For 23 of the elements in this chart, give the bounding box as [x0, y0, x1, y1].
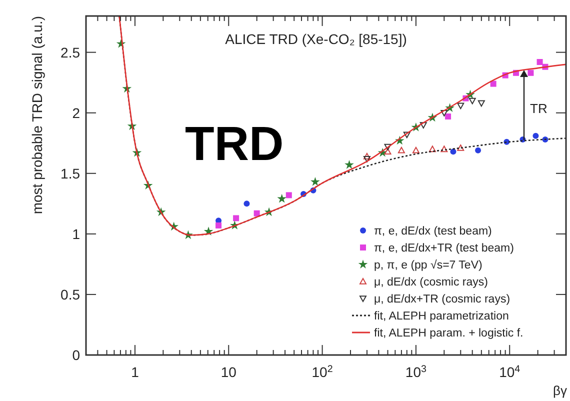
y-axis-title: most probable TRD signal (a.u.) [29, 16, 45, 214]
y-tick-label: 2.5 [60, 44, 80, 60]
text: ALICE TRD (Xe-CO₂ [85-15]) [225, 31, 407, 47]
y-tick-label: 0.5 [60, 286, 80, 302]
y-tick-label: 0 [72, 347, 80, 363]
x-tick-label: 1 [131, 364, 140, 380]
x-axis-title: βγ [553, 383, 568, 398]
legend-label: μ, dE/dx+TR (cosmic rays) [374, 294, 510, 306]
legend-label: μ, dE/dx (cosmic rays) [374, 276, 488, 288]
annotation: TRD [185, 118, 284, 171]
legend-label: π, e, dE/dx (test beam) [374, 226, 492, 238]
legend-label: p, π, e (pp √s=7 TeV) [374, 258, 482, 272]
annotation: TR [530, 101, 548, 116]
x-tick-label: 10$^{3}$ [405, 364, 428, 380]
x-tick-label: 10 [220, 364, 237, 380]
x-tick-label: 10$^{2}$ [312, 364, 333, 380]
y-tick-label: 2 [72, 104, 80, 121]
y-tick-label: 1 [72, 226, 80, 242]
legend-label: fit, ALEPH param. + logistic f. [374, 328, 524, 340]
legend-label: π, e, dE/dx+TR (test beam) [374, 242, 514, 254]
y-tick-label: 1.5 [60, 165, 80, 182]
legend-label: fit, ALEPH parametrization [374, 310, 509, 322]
x-tick-label: 10$^{4}$ [499, 364, 521, 380]
